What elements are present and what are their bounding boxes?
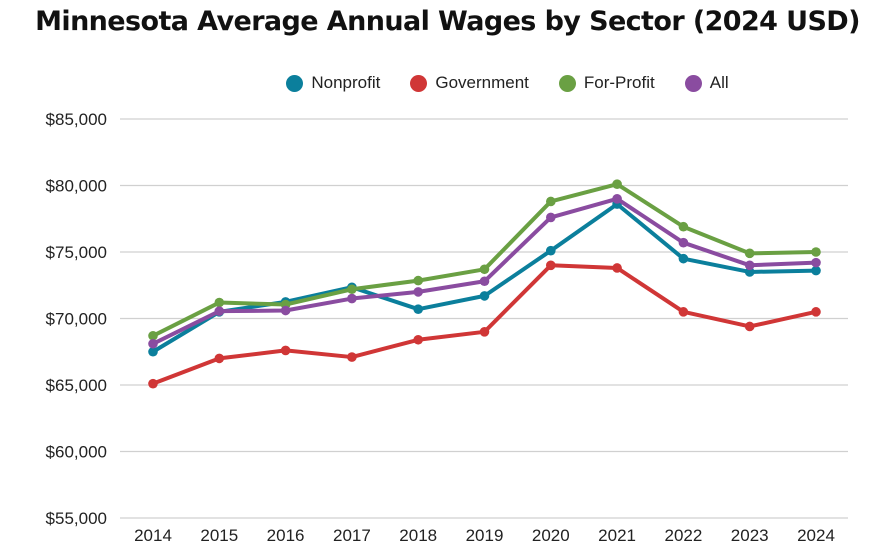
y-tick-label: $65,000 bbox=[46, 376, 107, 395]
legend-label-for-profit: For-Profit bbox=[583, 73, 655, 92]
legend-item-government[interactable]: Government bbox=[410, 73, 529, 93]
series-for-profit bbox=[148, 179, 821, 341]
point-all-2017[interactable] bbox=[347, 293, 357, 304]
legend-label-all: All bbox=[709, 73, 729, 92]
point-nonprofit-2014[interactable] bbox=[148, 346, 158, 357]
point-government-2021[interactable] bbox=[612, 263, 622, 273]
point-nonprofit-2023[interactable] bbox=[744, 267, 755, 277]
x-tick-label: 2018 bbox=[399, 526, 437, 545]
y-tick-label: $75,000 bbox=[46, 243, 107, 262]
point-nonprofit-2019[interactable] bbox=[479, 291, 490, 301]
legend-marker-all bbox=[684, 74, 702, 92]
point-government-2018[interactable] bbox=[413, 334, 424, 345]
point-for-profit-2023[interactable] bbox=[744, 248, 755, 259]
x-axis: 2014 2015 2016 2017 2018 2019 2020 2021 2022 2023… bbox=[134, 526, 835, 545]
y-axis: $55,000 $60,000 $65,000 $70,000 $75,000 $80,0… bbox=[46, 110, 107, 528]
legend-marker-nonprofit bbox=[286, 74, 304, 92]
point-government-2019[interactable] bbox=[479, 327, 490, 337]
point-government-2014[interactable] bbox=[148, 378, 158, 389]
point-for-profit-2022[interactable] bbox=[678, 221, 689, 232]
point-all-2018[interactable] bbox=[413, 287, 424, 297]
point-for-profit-2019[interactable] bbox=[479, 264, 490, 275]
legend-item-nonprofit[interactable]: Nonprofit bbox=[286, 73, 380, 93]
point-for-profit-2015[interactable] bbox=[214, 297, 225, 308]
series-layer bbox=[148, 179, 821, 389]
legend-label-government: Government bbox=[435, 73, 529, 92]
y-tick-label: $80,000 bbox=[46, 177, 107, 196]
point-for-profit-2017[interactable] bbox=[347, 284, 357, 295]
point-for-profit-2020[interactable] bbox=[546, 196, 556, 207]
legend-marker-for-profit bbox=[558, 74, 576, 92]
series-all bbox=[148, 194, 821, 349]
x-tick-label: 2021 bbox=[598, 526, 636, 545]
chart-title: Minnesota Average Annual Wages by Sector… bbox=[35, 6, 860, 37]
point-all-2014[interactable] bbox=[148, 338, 158, 349]
series-government bbox=[148, 260, 821, 389]
point-all-2021[interactable] bbox=[612, 194, 622, 204]
legend: Nonprofit Government For-Profit All bbox=[60, 73, 895, 93]
x-tick-label: 2015 bbox=[200, 526, 238, 545]
legend-marker-government bbox=[410, 74, 428, 92]
point-for-profit-2018[interactable] bbox=[413, 275, 424, 286]
point-nonprofit-2020[interactable] bbox=[546, 245, 556, 256]
y-tick-label: $85,000 bbox=[46, 110, 107, 129]
point-for-profit-2024[interactable] bbox=[811, 247, 821, 257]
point-government-2015[interactable] bbox=[214, 353, 225, 364]
legend-item-all[interactable]: All bbox=[684, 73, 729, 93]
x-tick-label: 2024 bbox=[797, 526, 835, 545]
point-all-2022[interactable] bbox=[678, 237, 689, 248]
point-for-profit-2014[interactable] bbox=[148, 330, 158, 341]
point-all-2015[interactable] bbox=[214, 306, 225, 316]
point-all-2019[interactable] bbox=[479, 276, 490, 287]
legend-item-for-profit[interactable]: For-Profit bbox=[558, 73, 655, 93]
y-tick-label: $70,000 bbox=[46, 310, 107, 329]
grid-layer bbox=[120, 118, 848, 519]
y-tick-label: $60,000 bbox=[46, 443, 107, 462]
x-tick-label: 2023 bbox=[731, 526, 769, 545]
y-tick-label: $55,000 bbox=[46, 509, 107, 528]
point-nonprofit-2022[interactable] bbox=[678, 253, 689, 264]
point-all-2016[interactable] bbox=[280, 305, 291, 316]
x-tick-label: 2014 bbox=[134, 526, 172, 545]
point-nonprofit-2024[interactable] bbox=[811, 265, 821, 276]
point-all-2023[interactable] bbox=[744, 260, 755, 271]
point-government-2016[interactable] bbox=[280, 345, 291, 356]
point-nonprofit-2018[interactable] bbox=[413, 304, 424, 314]
x-tick-label: 2019 bbox=[466, 526, 504, 545]
x-tick-label: 2017 bbox=[333, 526, 371, 545]
x-tick-label: 2016 bbox=[267, 526, 305, 545]
point-government-2024[interactable] bbox=[811, 307, 821, 317]
point-all-2024[interactable] bbox=[811, 257, 821, 268]
point-government-2017[interactable] bbox=[347, 352, 357, 362]
x-tick-label: 2022 bbox=[664, 526, 702, 545]
line-for-profit bbox=[151, 182, 818, 338]
point-all-2020[interactable] bbox=[546, 212, 556, 223]
point-government-2022[interactable] bbox=[678, 307, 689, 317]
point-government-2020[interactable] bbox=[546, 260, 556, 271]
x-tick-label: 2020 bbox=[532, 526, 570, 545]
point-for-profit-2021[interactable] bbox=[612, 179, 622, 189]
point-government-2023[interactable] bbox=[744, 321, 755, 332]
legend-label-nonprofit: Nonprofit bbox=[311, 73, 381, 92]
